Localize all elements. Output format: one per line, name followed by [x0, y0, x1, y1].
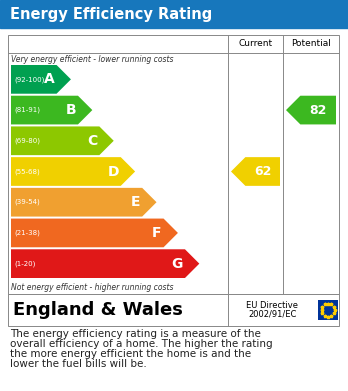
Text: EU Directive: EU Directive — [246, 301, 299, 310]
Text: Energy Efficiency Rating: Energy Efficiency Rating — [10, 7, 212, 22]
Polygon shape — [286, 96, 336, 124]
Bar — [8, 294, 339, 326]
Text: the more energy efficient the home is and the: the more energy efficient the home is an… — [10, 349, 251, 359]
Text: 2002/91/EC: 2002/91/EC — [248, 310, 297, 319]
Text: Not energy efficient - higher running costs: Not energy efficient - higher running co… — [11, 283, 174, 292]
Text: G: G — [172, 256, 183, 271]
Polygon shape — [11, 249, 199, 278]
Text: (92-100): (92-100) — [14, 76, 45, 83]
Polygon shape — [231, 157, 280, 186]
Text: (81-91): (81-91) — [14, 107, 40, 113]
Bar — [318, 300, 338, 320]
Text: E: E — [130, 195, 140, 209]
Polygon shape — [11, 96, 92, 124]
Bar — [0, 0, 348, 28]
Polygon shape — [11, 157, 135, 186]
Polygon shape — [11, 65, 71, 94]
Text: overall efficiency of a home. The higher the rating: overall efficiency of a home. The higher… — [10, 339, 272, 349]
Text: C: C — [87, 134, 97, 148]
Polygon shape — [11, 219, 178, 247]
Text: Potential: Potential — [291, 39, 331, 48]
Text: D: D — [107, 165, 119, 179]
Polygon shape — [11, 126, 114, 155]
Text: Current: Current — [238, 39, 272, 48]
Text: Very energy efficient - lower running costs: Very energy efficient - lower running co… — [11, 55, 174, 64]
Text: (1-20): (1-20) — [14, 260, 35, 267]
Text: A: A — [44, 72, 55, 86]
Polygon shape — [11, 188, 157, 217]
Text: lower the fuel bills will be.: lower the fuel bills will be. — [10, 359, 147, 369]
Text: The energy efficiency rating is a measure of the: The energy efficiency rating is a measur… — [10, 329, 261, 339]
Text: (55-68): (55-68) — [14, 168, 40, 175]
Bar — [8, 35, 339, 294]
Text: F: F — [152, 226, 161, 240]
Text: England & Wales: England & Wales — [13, 301, 183, 319]
Text: (69-80): (69-80) — [14, 138, 40, 144]
Text: 62: 62 — [254, 165, 271, 178]
Text: (39-54): (39-54) — [14, 199, 40, 205]
Text: 82: 82 — [309, 104, 327, 117]
Text: (21-38): (21-38) — [14, 230, 40, 236]
Text: B: B — [65, 103, 76, 117]
